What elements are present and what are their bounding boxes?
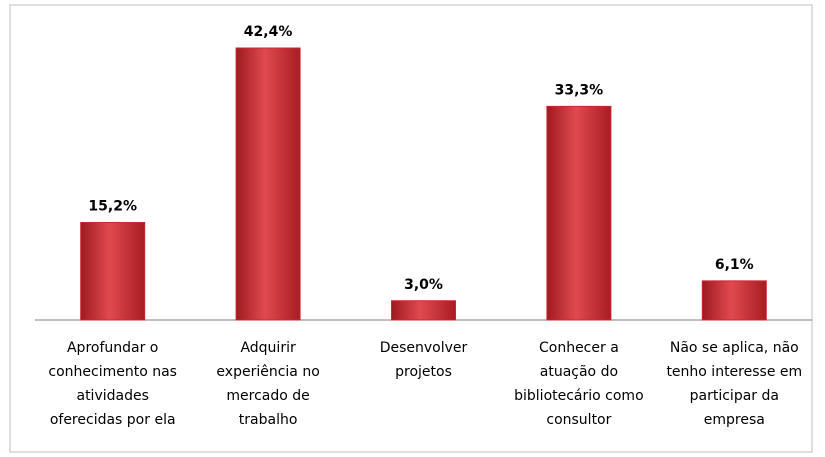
bar bbox=[546, 105, 612, 321]
bar bbox=[235, 47, 301, 321]
value-label: 33,3% bbox=[555, 82, 604, 98]
category-label: Aprofundar o conhecimento nas atividades… bbox=[48, 340, 177, 428]
value-label: 6,1% bbox=[715, 257, 754, 273]
category-label: Conhecer a atuação do bibliotecário como… bbox=[514, 340, 644, 428]
bar bbox=[80, 221, 146, 321]
chart-frame bbox=[9, 4, 813, 453]
category-label: Não se aplica, não tenho interesse em pa… bbox=[666, 340, 803, 428]
category-label: Desenvolver projetos bbox=[379, 340, 468, 380]
value-label: 3,0% bbox=[404, 277, 443, 293]
bar bbox=[391, 300, 456, 321]
bar bbox=[701, 280, 767, 321]
category-label: Adquirir experiência no mercado de traba… bbox=[216, 340, 320, 428]
value-label: 42,4% bbox=[244, 24, 293, 40]
value-label: 15,2% bbox=[88, 198, 137, 214]
